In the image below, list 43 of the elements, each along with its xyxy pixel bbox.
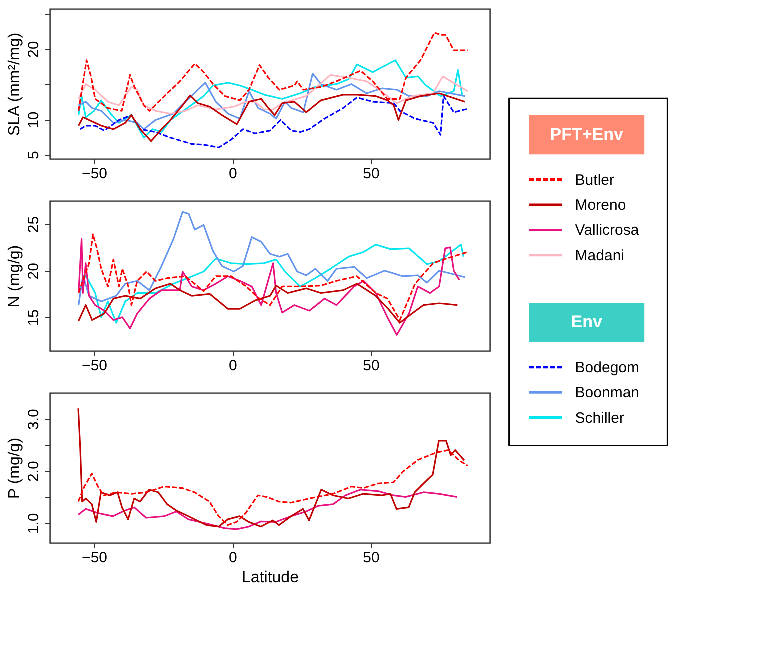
y-tick-label: 1.0 <box>26 513 42 534</box>
x-tick-label: 50 <box>363 550 380 566</box>
legend-label: Boonman <box>575 384 640 402</box>
line-series <box>78 408 466 528</box>
line-series <box>78 92 466 142</box>
legend-label: Moreno <box>575 197 626 214</box>
line-series <box>78 489 458 530</box>
y-tick-label: 20 <box>26 263 42 280</box>
line-series <box>78 32 469 112</box>
x-tick-label: −50 <box>82 550 108 566</box>
x-tick-label: −50 <box>82 166 108 182</box>
y-axis-title: SLA (mm²/mg) <box>6 32 24 136</box>
y-tick-label: 20 <box>26 41 42 58</box>
legend-label: Bodegom <box>575 359 640 376</box>
line-series <box>80 96 469 149</box>
x-tick-label: 0 <box>228 358 238 374</box>
line-series <box>78 72 466 130</box>
y-tick-label: 15 <box>26 310 42 326</box>
legend-label: Schiller <box>575 410 624 427</box>
line-series <box>78 74 469 115</box>
x-axis-title: Latitude <box>242 570 300 586</box>
legend-label: Madani <box>575 247 625 264</box>
y-axis-title: P (mg/g) <box>6 438 24 500</box>
y-tick-label: 3.0 <box>26 409 42 430</box>
y-tick-label: 2.0 <box>26 461 42 482</box>
y-tick-label: 5 <box>26 151 42 160</box>
line-series <box>78 60 464 139</box>
x-tick-label: 0 <box>228 166 238 182</box>
x-tick-label: 50 <box>363 358 380 374</box>
line-series <box>78 283 458 324</box>
x-tick-label: 0 <box>228 550 238 566</box>
line-series <box>78 238 460 336</box>
text: PFT+Env <box>550 125 624 144</box>
y-axis-title: N (mg/g) <box>6 245 24 308</box>
y-tick-label: 10 <box>26 112 42 128</box>
line-series <box>78 449 469 526</box>
y-tick-label: 25 <box>26 216 42 234</box>
line-series <box>78 211 466 306</box>
x-tick-label: 50 <box>363 166 380 182</box>
x-tick-label: −50 <box>82 358 108 374</box>
legend-label: Butler <box>575 172 614 189</box>
legend-label: Vallicrosa <box>575 222 640 240</box>
text: Env <box>571 312 603 332</box>
